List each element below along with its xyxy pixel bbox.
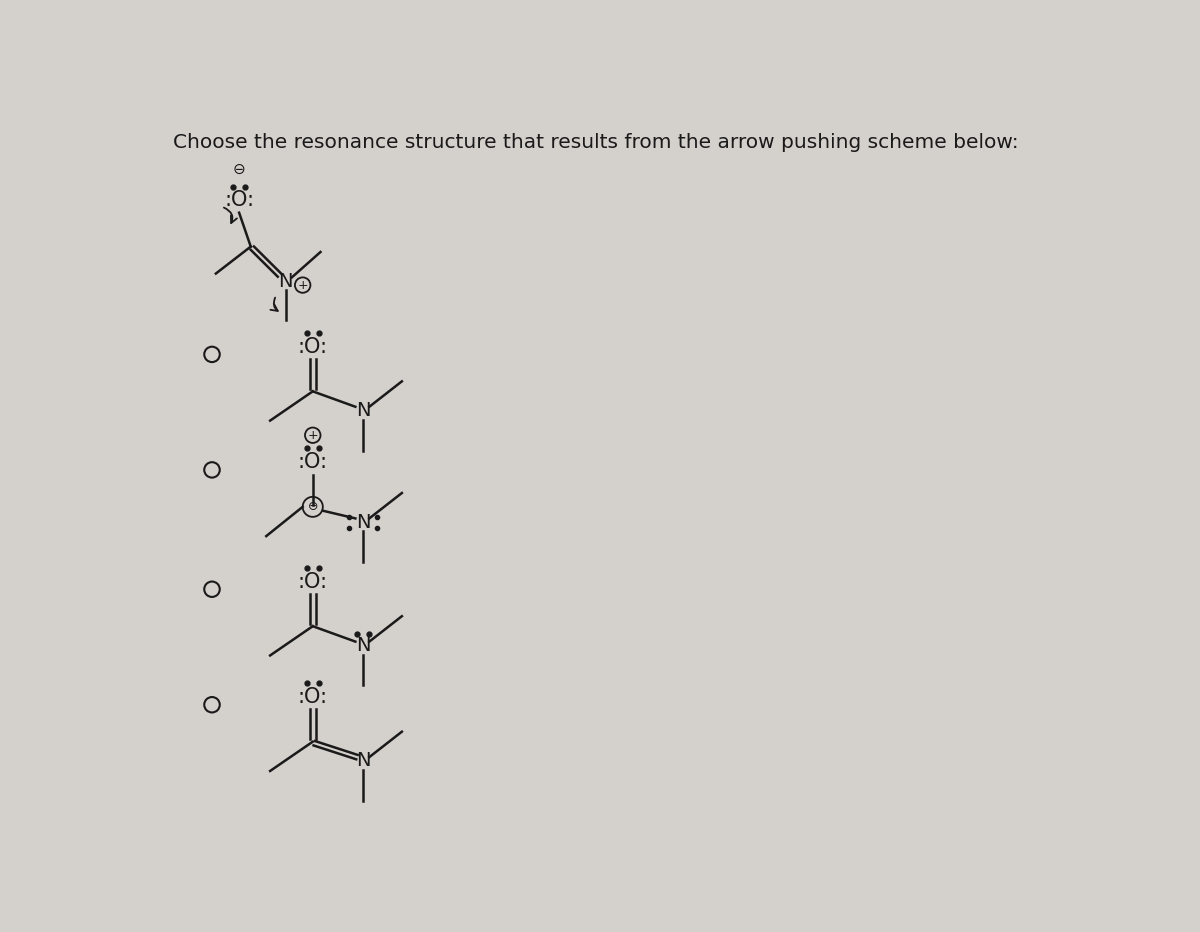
Text: ⊖: ⊖ [233,162,246,177]
Text: N: N [356,751,371,771]
Text: :O:: :O: [298,571,328,592]
Text: N: N [356,513,371,532]
Text: Choose the resonance structure that results from the arrow pushing scheme below:: Choose the resonance structure that resu… [173,133,1019,153]
FancyArrowPatch shape [224,208,236,223]
FancyArrowPatch shape [270,297,277,311]
Text: :O:: :O: [298,336,328,357]
Text: +: + [307,429,318,442]
Text: N: N [356,636,371,655]
Text: :O:: :O: [298,687,328,707]
Text: :O:: :O: [298,452,328,473]
Text: N: N [356,401,371,420]
Text: :O:: :O: [224,190,254,211]
Text: N: N [278,272,293,291]
Text: ⊖: ⊖ [307,500,318,514]
Text: +: + [298,279,308,292]
